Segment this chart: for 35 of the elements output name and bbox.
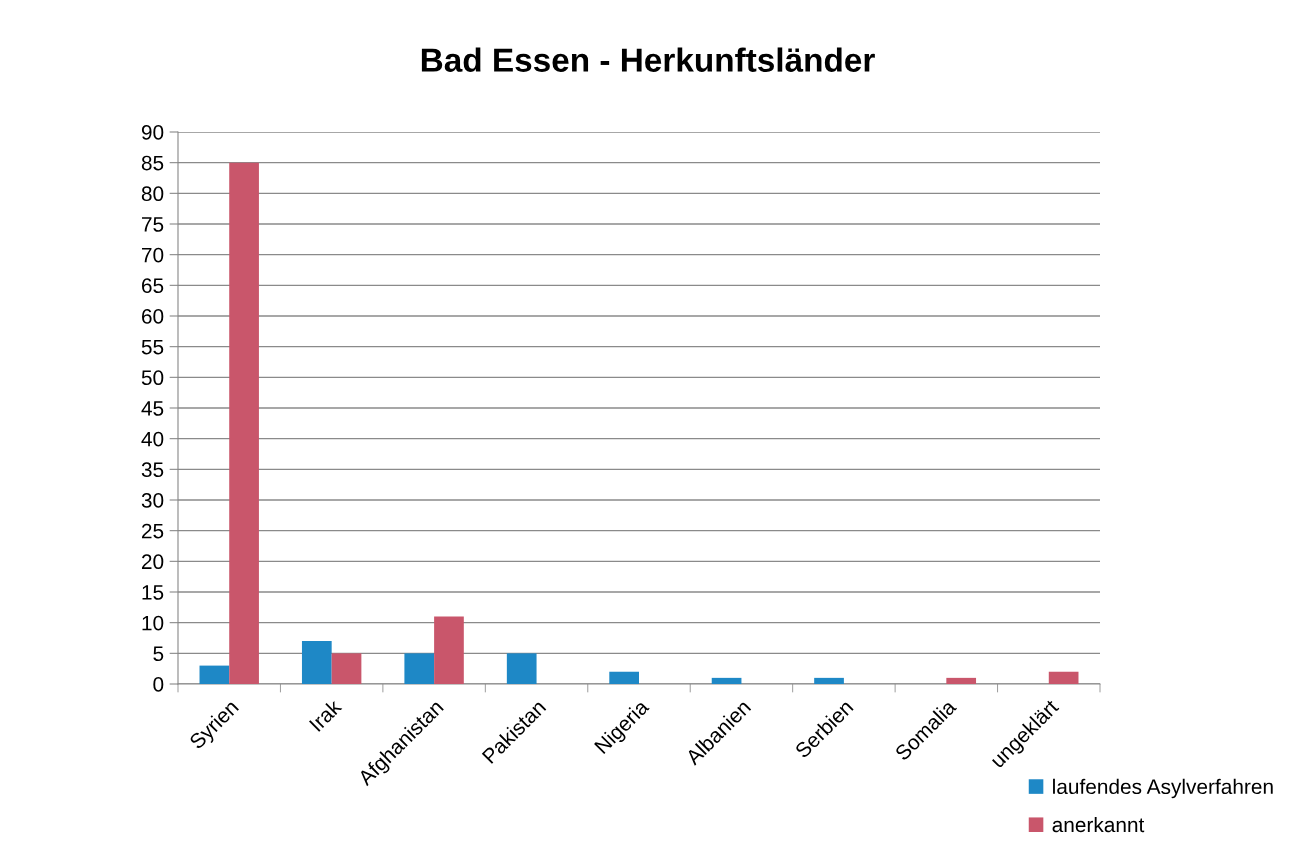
y-tick-label: 15: [142, 585, 164, 600]
y-tick-label: 30: [141, 493, 164, 508]
bar: [434, 616, 464, 684]
y-tick-label: 65: [142, 278, 164, 294]
y-tick-label: 85: [141, 155, 164, 171]
y-tick-label: 90: [141, 125, 164, 140]
bar: [506, 653, 537, 684]
y-tick-label: 20: [141, 554, 164, 570]
bar: [1048, 671, 1079, 684]
y-tick-label: 5: [153, 646, 164, 662]
bar: [301, 641, 332, 684]
y-tick-label: 70: [142, 247, 164, 263]
y-tick-label: 40: [141, 431, 164, 447]
bar: [404, 653, 435, 684]
y-tick-label: 55: [141, 339, 164, 355]
y-tick-label: 60: [142, 309, 164, 324]
bar: [711, 677, 742, 684]
bar: [814, 677, 844, 684]
bar: [229, 162, 259, 684]
y-tick-label: 35: [141, 462, 164, 478]
y-tick-label: 80: [141, 186, 164, 202]
y-tick-label: 45: [141, 401, 164, 416]
y-tick-label: 0: [153, 677, 164, 692]
legend-label: laufendes Asylverfahren: [1053, 778, 1273, 799]
bar: [331, 653, 362, 684]
x-tick-label: Irak: [308, 697, 343, 732]
y-tick-label: 50: [141, 370, 164, 386]
y-tick-label: 10: [142, 615, 164, 631]
bar: [609, 671, 639, 684]
chart-title: Bad Essen - Herkunftsländer: [421, 47, 875, 72]
bar: [946, 677, 977, 684]
bar: [199, 665, 230, 684]
y-tick-label: 25: [141, 523, 164, 539]
legend-label: anerkannt: [1052, 816, 1145, 833]
y-tick-label: 75: [142, 217, 164, 232]
